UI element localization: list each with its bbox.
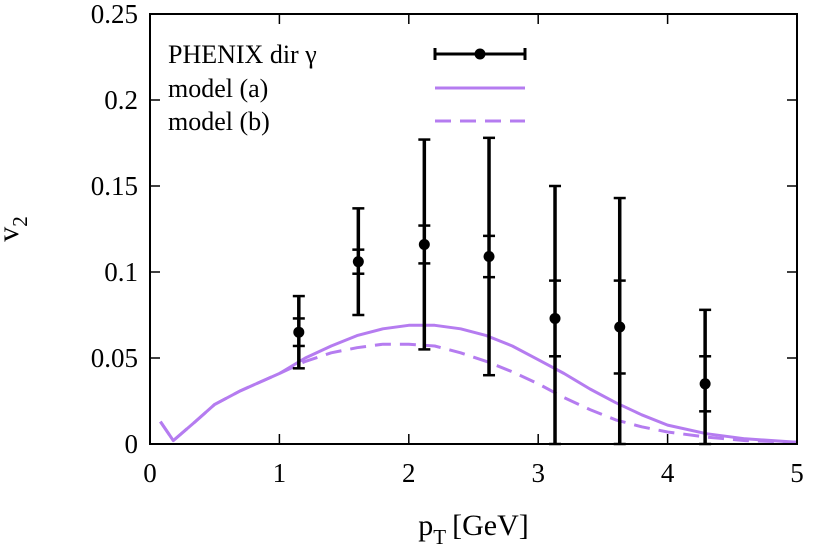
data-point xyxy=(699,378,711,390)
x-axis-title: pT [GeV] xyxy=(418,509,528,549)
x-axis-title-main: p xyxy=(418,509,433,542)
data-point xyxy=(483,251,495,263)
legend-label: model (a) xyxy=(168,74,268,103)
data-point xyxy=(549,312,561,324)
data-points-layer xyxy=(292,136,712,446)
legend: PHENIX dir γ model (a) model (b) xyxy=(168,40,527,136)
y-tick-label: 0.2 xyxy=(104,85,138,115)
x-axis-title-unit: [GeV] xyxy=(452,509,529,542)
y-tick-label: 0 xyxy=(125,429,139,459)
model-curves-layer xyxy=(159,323,798,444)
y-tick-label: 0.15 xyxy=(91,171,138,201)
y-tick-label: 0.1 xyxy=(104,257,138,287)
x-tick-label: 5 xyxy=(790,458,804,488)
data-point xyxy=(352,256,364,268)
model-b-curve xyxy=(159,342,798,444)
y-axis-title-main: v xyxy=(0,227,25,242)
x-tick-label: 1 xyxy=(273,458,287,488)
x-axis-title-subscript: T xyxy=(433,525,446,549)
axis-ticks-layer: 0 1 2 3 4 5 0 0.05 0.1 0.15 0.2 0.25 xyxy=(91,0,804,488)
x-tick-label: 3 xyxy=(531,458,545,488)
y-axis-title: v2 xyxy=(0,216,32,242)
legend-label: model (b) xyxy=(168,107,270,136)
legend-point-marker xyxy=(474,48,486,60)
legend-label: PHENIX dir γ xyxy=(168,40,317,69)
y-tick-label: 0.25 xyxy=(91,0,138,29)
data-point xyxy=(293,326,305,338)
y-tick-label: 0.05 xyxy=(91,343,138,373)
data-point xyxy=(614,321,626,333)
y-axis-title-subscript: 2 xyxy=(8,216,32,227)
x-tick-label: 4 xyxy=(661,458,675,488)
x-tick-label: 2 xyxy=(402,458,416,488)
x-tick-label: 0 xyxy=(143,458,157,488)
data-point xyxy=(418,238,430,250)
plot-frame xyxy=(149,13,798,445)
